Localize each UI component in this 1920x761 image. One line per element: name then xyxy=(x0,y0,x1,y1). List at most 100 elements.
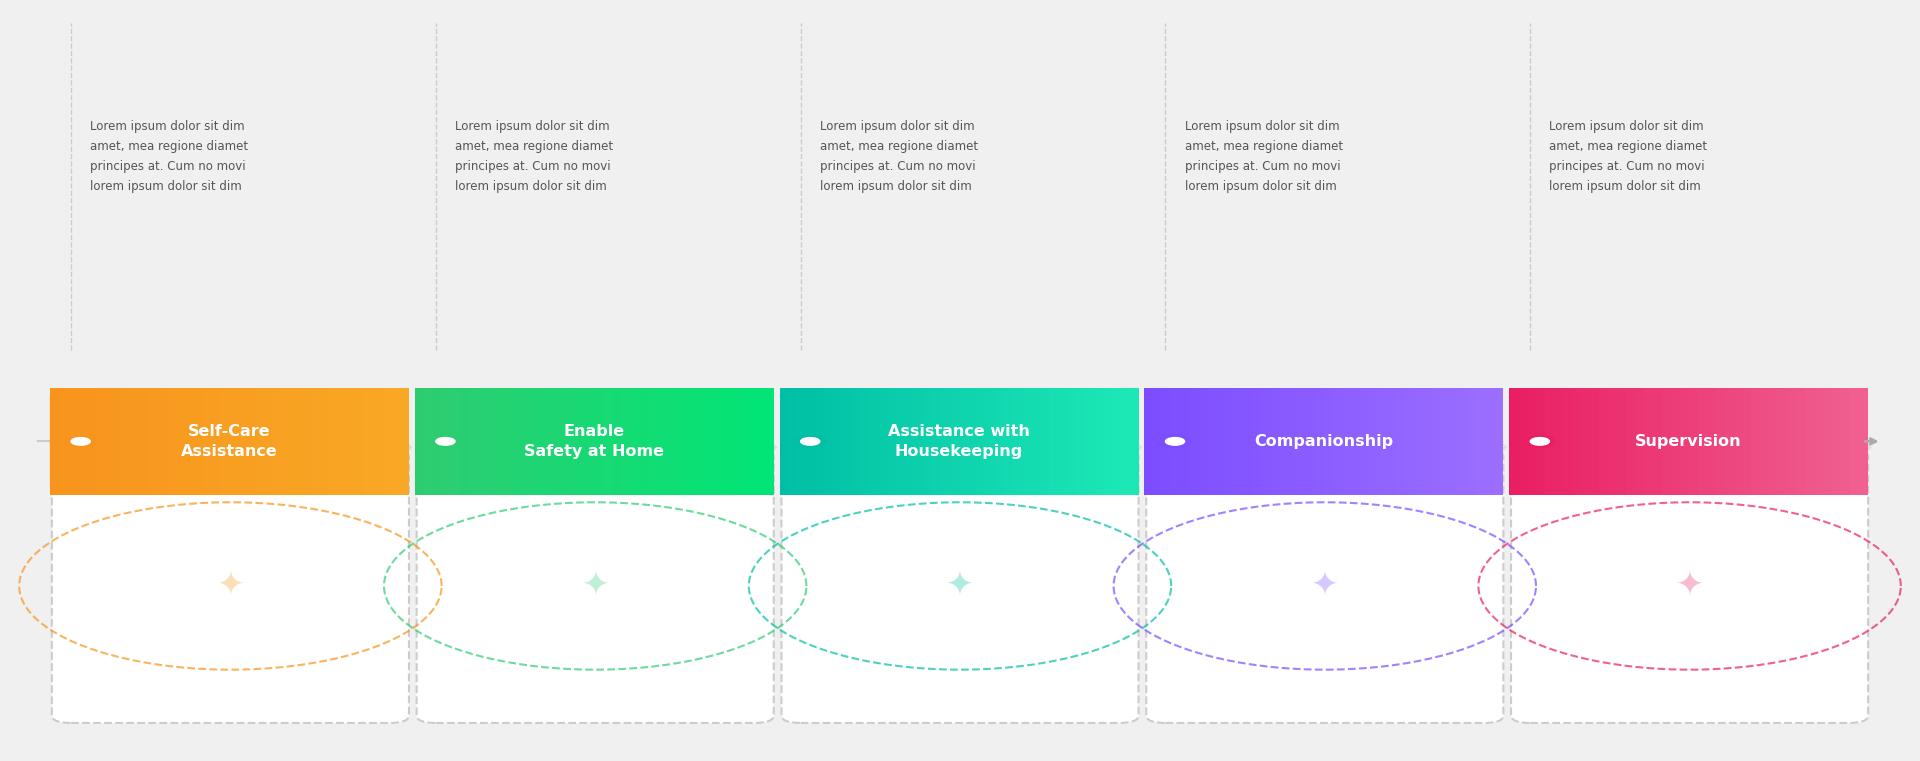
Polygon shape xyxy=(1841,388,1851,495)
Polygon shape xyxy=(442,388,451,495)
Polygon shape xyxy=(1526,388,1536,495)
Circle shape xyxy=(1530,438,1549,445)
Polygon shape xyxy=(50,388,60,495)
Polygon shape xyxy=(783,402,1142,493)
Polygon shape xyxy=(532,388,540,495)
Polygon shape xyxy=(1188,388,1198,495)
Polygon shape xyxy=(1315,388,1325,495)
Polygon shape xyxy=(764,388,774,495)
Circle shape xyxy=(71,438,90,445)
Polygon shape xyxy=(1198,388,1208,495)
Polygon shape xyxy=(392,388,399,495)
Polygon shape xyxy=(1851,388,1859,495)
Polygon shape xyxy=(1225,388,1235,495)
Polygon shape xyxy=(1761,388,1770,495)
Polygon shape xyxy=(703,388,710,495)
Polygon shape xyxy=(1707,388,1716,495)
Polygon shape xyxy=(1572,388,1580,495)
Polygon shape xyxy=(1208,388,1215,495)
Polygon shape xyxy=(693,388,703,495)
Polygon shape xyxy=(121,388,131,495)
Polygon shape xyxy=(54,402,413,493)
Polygon shape xyxy=(157,388,167,495)
Polygon shape xyxy=(1215,388,1225,495)
Polygon shape xyxy=(67,388,77,495)
Polygon shape xyxy=(86,388,94,495)
Polygon shape xyxy=(1252,388,1261,495)
Polygon shape xyxy=(1607,388,1617,495)
Polygon shape xyxy=(1670,388,1680,495)
Polygon shape xyxy=(1788,388,1797,495)
Polygon shape xyxy=(1296,388,1306,495)
Polygon shape xyxy=(175,388,184,495)
Circle shape xyxy=(1160,435,1190,447)
Polygon shape xyxy=(432,388,442,495)
Polygon shape xyxy=(1440,388,1450,495)
Polygon shape xyxy=(595,388,603,495)
Polygon shape xyxy=(1279,388,1288,495)
Polygon shape xyxy=(495,388,505,495)
Polygon shape xyxy=(549,388,559,495)
Polygon shape xyxy=(1519,388,1526,495)
Polygon shape xyxy=(676,388,684,495)
Polygon shape xyxy=(275,388,284,495)
Polygon shape xyxy=(780,396,1139,487)
Polygon shape xyxy=(1085,388,1094,495)
Polygon shape xyxy=(1423,388,1432,495)
Polygon shape xyxy=(1369,388,1379,495)
Polygon shape xyxy=(1171,388,1181,495)
Polygon shape xyxy=(211,388,221,495)
Polygon shape xyxy=(586,388,595,495)
Polygon shape xyxy=(1068,388,1075,495)
Polygon shape xyxy=(328,388,338,495)
Polygon shape xyxy=(486,388,495,495)
Text: Supervision: Supervision xyxy=(1636,434,1741,449)
Polygon shape xyxy=(622,388,630,495)
Polygon shape xyxy=(756,388,764,495)
Polygon shape xyxy=(897,388,904,495)
Polygon shape xyxy=(1697,388,1707,495)
Polygon shape xyxy=(1661,388,1670,495)
Polygon shape xyxy=(238,388,248,495)
Circle shape xyxy=(436,438,455,445)
Polygon shape xyxy=(1386,388,1396,495)
Polygon shape xyxy=(649,388,657,495)
Polygon shape xyxy=(194,388,202,495)
Text: Lorem ipsum dolor sit dim
amet, mea regione diamet
principes at. Cum no movi
lor: Lorem ipsum dolor sit dim amet, mea regi… xyxy=(90,119,248,193)
Text: Lorem ipsum dolor sit dim
amet, mea regione diamet
principes at. Cum no movi
lor: Lorem ipsum dolor sit dim amet, mea regi… xyxy=(1549,119,1707,193)
Polygon shape xyxy=(1154,388,1162,495)
Polygon shape xyxy=(415,396,774,487)
Polygon shape xyxy=(1144,388,1154,495)
Polygon shape xyxy=(870,388,877,495)
Polygon shape xyxy=(1814,388,1824,495)
Polygon shape xyxy=(1094,388,1102,495)
Polygon shape xyxy=(338,388,346,495)
Polygon shape xyxy=(459,388,468,495)
Polygon shape xyxy=(1058,388,1068,495)
Polygon shape xyxy=(540,388,549,495)
Text: Assistance with
Housekeeping: Assistance with Housekeeping xyxy=(889,424,1029,459)
Polygon shape xyxy=(816,388,824,495)
Polygon shape xyxy=(824,388,833,495)
Polygon shape xyxy=(415,388,424,495)
Circle shape xyxy=(430,435,461,447)
Polygon shape xyxy=(1599,388,1607,495)
Polygon shape xyxy=(1432,388,1440,495)
Polygon shape xyxy=(202,388,211,495)
Polygon shape xyxy=(77,388,86,495)
Polygon shape xyxy=(576,388,586,495)
Polygon shape xyxy=(1048,388,1058,495)
Polygon shape xyxy=(1476,388,1486,495)
Polygon shape xyxy=(284,388,292,495)
Polygon shape xyxy=(789,388,797,495)
Polygon shape xyxy=(1041,388,1048,495)
Polygon shape xyxy=(1617,388,1626,495)
Polygon shape xyxy=(167,388,175,495)
Polygon shape xyxy=(505,388,513,495)
Polygon shape xyxy=(248,388,257,495)
Polygon shape xyxy=(104,388,113,495)
Polygon shape xyxy=(382,388,392,495)
Text: Lorem ipsum dolor sit dim
amet, mea regione diamet
principes at. Cum no movi
lor: Lorem ipsum dolor sit dim amet, mea regi… xyxy=(455,119,612,193)
Polygon shape xyxy=(780,388,789,495)
Polygon shape xyxy=(1486,388,1494,495)
